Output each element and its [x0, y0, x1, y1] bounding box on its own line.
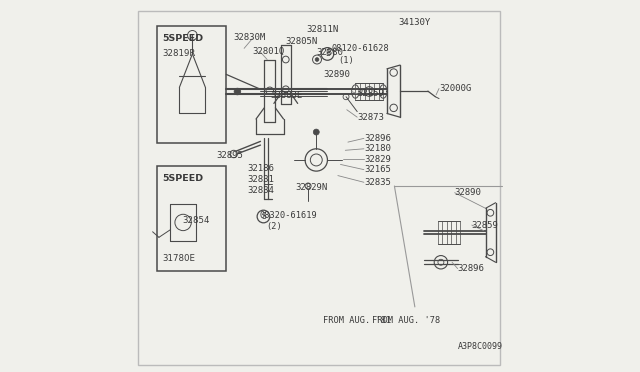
Text: 32165: 32165 [364, 165, 391, 174]
Circle shape [315, 58, 319, 61]
Text: 32830M: 32830M [234, 33, 266, 42]
Circle shape [314, 129, 319, 135]
Text: 32819R: 32819R [163, 49, 196, 58]
Text: 32859: 32859 [357, 89, 384, 98]
Text: 32811N: 32811N [306, 25, 339, 33]
Text: 32186: 32186 [248, 164, 275, 173]
Text: 34130Y: 34130Y [398, 18, 430, 27]
Text: 32880: 32880 [316, 48, 343, 57]
Text: 32896: 32896 [458, 264, 484, 273]
Text: FROM AUG. '81: FROM AUG. '81 [323, 316, 391, 325]
Text: 08320-61619: 08320-61619 [260, 211, 317, 219]
Text: 5SPEED: 5SPEED [163, 34, 204, 43]
Text: 32180: 32180 [364, 144, 391, 153]
Text: 32873: 32873 [357, 113, 384, 122]
Text: B: B [325, 49, 330, 58]
Text: 32801Q: 32801Q [252, 47, 285, 56]
Text: 32831: 32831 [248, 175, 275, 184]
Text: 32859: 32859 [472, 221, 499, 230]
Bar [157, 26, 227, 143]
Text: 32895: 32895 [216, 151, 243, 160]
Text: 32890: 32890 [323, 70, 350, 79]
Text: 32883E: 32883E [270, 92, 303, 100]
Circle shape [230, 150, 237, 158]
Text: 5SPEED: 5SPEED [163, 174, 204, 183]
Text: S: S [261, 212, 266, 221]
Text: 08120-61628: 08120-61628 [331, 44, 389, 53]
Text: 32805N: 32805N [286, 37, 318, 46]
Text: 32000G: 32000G [439, 84, 471, 93]
Text: 32890: 32890 [454, 188, 481, 197]
Text: 32829N: 32829N [296, 183, 328, 192]
Text: 32834: 32834 [248, 186, 275, 195]
Text: FROM AUG. '78: FROM AUG. '78 [372, 316, 440, 325]
Text: 31780E: 31780E [163, 254, 195, 263]
Text: 32835: 32835 [364, 178, 391, 187]
Text: 32896: 32896 [364, 134, 391, 143]
Bar [157, 166, 227, 271]
Text: A3P8C0099: A3P8C0099 [458, 342, 502, 351]
Circle shape [305, 183, 311, 189]
Circle shape [234, 88, 241, 95]
Text: 32829: 32829 [364, 155, 391, 164]
Text: (2): (2) [266, 222, 282, 231]
Text: (1): (1) [338, 56, 354, 65]
Text: 32854: 32854 [182, 216, 210, 225]
